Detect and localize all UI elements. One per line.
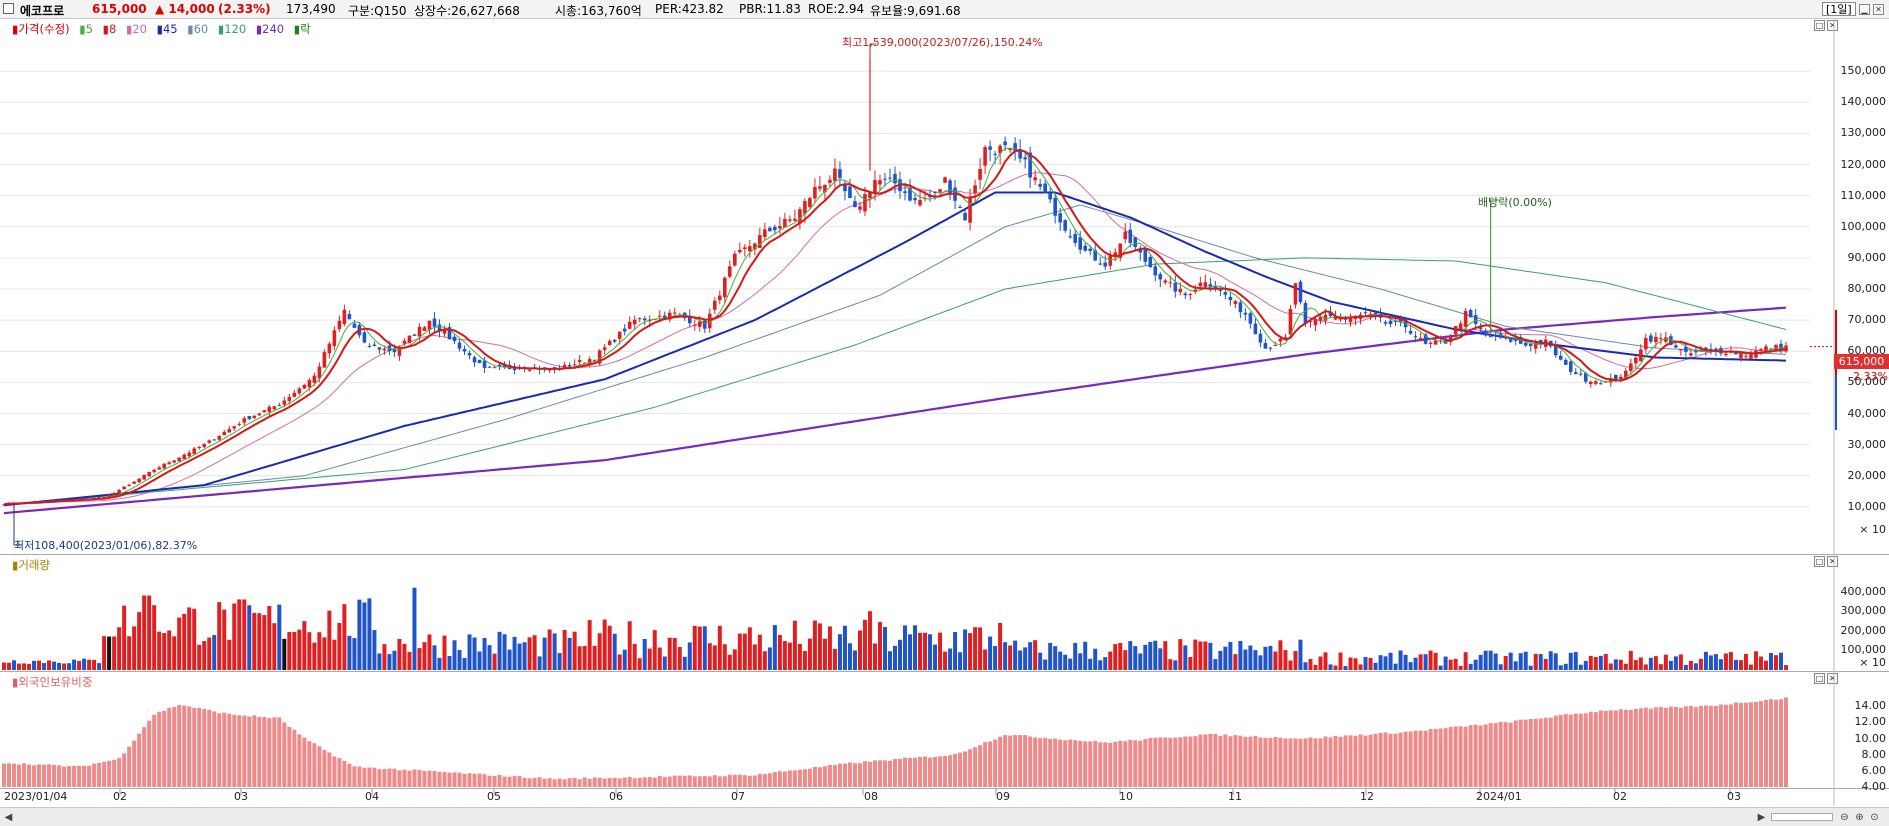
top-info-bar: 에코프로 615,000 ▲ 14,000 (2.33%) 173,490 구분… [0, 0, 1889, 19]
date-tick-label: 08 [864, 790, 878, 803]
foreign-tick-label: 10.00 [1854, 731, 1887, 745]
current-price: 615,000 [92, 2, 147, 16]
legend-ma60: ▮60 [187, 22, 209, 36]
price-tick-label: 140,000 [1840, 95, 1887, 109]
market-info: 구분:Q150 [348, 4, 407, 18]
price-tick-label: 30,000 [1847, 437, 1887, 451]
market-cap: 시총:163,760억 [555, 4, 642, 18]
float-ratio: 유보율:9,691.68 [870, 4, 961, 18]
panel-expand-icon[interactable]: □ [1814, 20, 1825, 31]
foreign-legend: ▮외국인보유비중 [12, 675, 93, 689]
scroll-left-icon[interactable]: ◀ [4, 812, 13, 823]
price-tick-label: 40,000 [1847, 406, 1887, 420]
minimize-icon[interactable]: ▁ [1859, 4, 1870, 15]
price-tick-label: 90,000 [1847, 250, 1887, 264]
price-legend: ▮가격(수정) ▮5 ▮8 ▮20 ▮45 ▮60 ▮120 ▮240 ▮락 [12, 21, 317, 37]
last-price-marker: 615,000 [1834, 354, 1889, 369]
foreign-expand-icon[interactable]: □ [1814, 673, 1825, 684]
foreign-tick-label: 14.00 [1854, 699, 1887, 713]
date-tick-label: 11 [1228, 790, 1242, 803]
legend-ma8: ▮8 [102, 22, 117, 36]
legend-ex-dividend: ▮락 [293, 22, 311, 36]
price-panel: ▮가격(수정) ▮5 ▮8 ▮20 ▮45 ▮60 ▮120 ▮240 ▮락 □… [0, 19, 1889, 555]
close-icon[interactable]: ✕ [1873, 4, 1884, 15]
date-tick-label: 04 [365, 790, 379, 803]
foreign-close-icon[interactable]: ✕ [1827, 673, 1838, 684]
pbr-value: PBR:11.83 [739, 2, 801, 16]
date-tick-label: 2024/01 [1476, 790, 1522, 803]
volume-tick-label: 100,000 [1840, 643, 1887, 657]
volume-tick-label: 300,000 [1840, 604, 1887, 618]
date-tick-label: 02 [1613, 790, 1627, 803]
foreign-tick-label: 8.00 [1861, 747, 1887, 761]
foreign-tick-label: 12.00 [1854, 715, 1887, 729]
legend-price: ▮가격(수정) [12, 22, 70, 36]
price-tick-label: 100,000 [1840, 219, 1887, 233]
foreign-tick-label: 6.00 [1861, 763, 1887, 777]
price-tick-label: 10,000 [1847, 499, 1887, 513]
chart-scrollbar[interactable]: ◀ ▶ ⊖ ⊕ ⊙ [0, 807, 1889, 826]
date-tick-label: 05 [487, 790, 501, 803]
price-tick-label: 50,000 [1847, 375, 1887, 389]
price-tick-label: × 10 [1859, 523, 1886, 536]
last-pct-marker: 2.33% [1853, 370, 1888, 383]
zoom-in-icon[interactable]: ⊕ [1855, 812, 1864, 823]
stock-name: 에코프로 [20, 4, 65, 18]
price-tick-label: 20,000 [1847, 468, 1887, 482]
legend-ma45: ▮45 [156, 22, 178, 36]
legend-ma120: ▮120 [217, 22, 247, 36]
legend-ma5: ▮5 [79, 22, 93, 36]
date-tick-label: 02 [113, 790, 127, 803]
volume-close-icon[interactable]: ✕ [1827, 556, 1838, 567]
price-change-pct: (2.33%) [218, 2, 271, 16]
low-annotation: 최저108,400(2023/01/06),82.37% [14, 539, 198, 552]
volume-expand-icon[interactable]: □ [1814, 556, 1825, 567]
foreign-tick-label: 4.00 [1861, 780, 1887, 793]
zoom-slider[interactable] [1771, 813, 1833, 821]
select-checkbox[interactable] [3, 3, 14, 14]
zoom-out-icon[interactable]: ⊖ [1840, 812, 1849, 823]
price-tick-label: 130,000 [1840, 126, 1887, 140]
date-tick-label: 09 [996, 790, 1010, 803]
price-tick-label: 80,000 [1847, 282, 1887, 295]
date-tick-label: 10 [1119, 790, 1133, 803]
date-tick-label: 03 [234, 790, 248, 803]
roe-value: ROE:2.94 [808, 2, 865, 16]
dividend-annotation: 배당락(0.00%) [1478, 196, 1552, 209]
legend-ma20: ▮20 [125, 22, 147, 36]
listed-shares: 상장수:26,627,668 [414, 4, 520, 18]
date-tick-label: 07 [731, 790, 745, 803]
foreign-panel: ▮외국인보유비중 □ ✕ [0, 672, 1889, 789]
volume-value: 173,490 [286, 2, 336, 16]
date-tick-label: 2023/01/04 [4, 790, 68, 803]
panel-close-icon[interactable]: ✕ [1827, 20, 1838, 31]
period-button[interactable]: [1일] [1822, 2, 1856, 16]
per-value: PER:423.82 [655, 2, 724, 16]
high-annotation: 최고1,539,000(2023/07/26),150.24% [842, 36, 1043, 49]
price-change: ▲ 14,000 [155, 2, 215, 16]
date-tick-label: 06 [609, 790, 623, 803]
legend-ma240: ▮240 [255, 22, 285, 36]
price-tick-label: 110,000 [1840, 188, 1887, 202]
scroll-right-icon[interactable]: ▶ [1757, 812, 1766, 823]
price-tick-label: 70,000 [1847, 313, 1887, 327]
date-tick-label: 12 [1360, 790, 1374, 803]
price-tick-label: 120,000 [1840, 157, 1887, 171]
volume-tick-label: 200,000 [1840, 623, 1887, 637]
volume-tick-label: × 10 [1859, 656, 1886, 669]
zoom-reset-icon[interactable]: ⊙ [1870, 812, 1879, 823]
volume-legend: ▮거래량 [12, 558, 51, 572]
volume-tick-label: 400,000 [1840, 584, 1887, 598]
volume-panel: ▮거래량 □ ✕ [0, 555, 1889, 672]
price-tick-label: 150,000 [1840, 64, 1887, 78]
date-tick-label: 03 [1727, 790, 1741, 803]
